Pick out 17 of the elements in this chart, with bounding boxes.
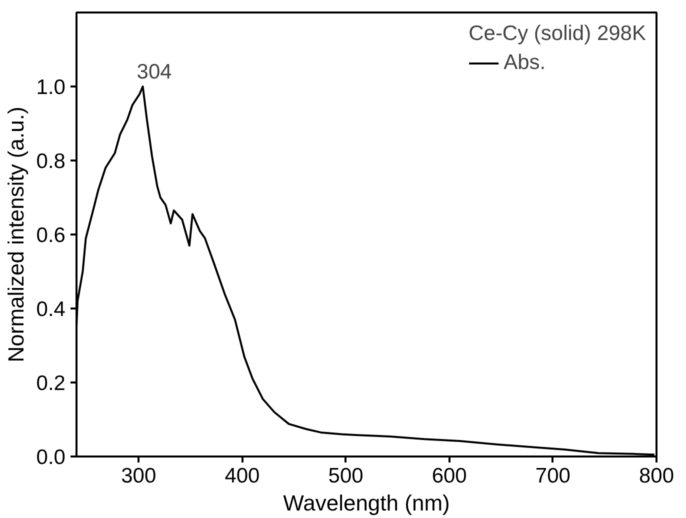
legend-title: Ce-Cy (solid) 298K	[468, 22, 646, 46]
x-tick-label: 400	[224, 464, 260, 488]
legend-label: Abs.	[504, 51, 546, 75]
x-tick-label: 800	[638, 464, 674, 488]
y-tick-label: 0.8	[36, 150, 66, 173]
x-tick-label: 700	[535, 464, 570, 488]
x-tick-label: 500	[328, 464, 364, 488]
y-tick-label: 0.4	[36, 298, 66, 321]
y-tick-label: 0.6	[36, 224, 66, 247]
x-tick-label: 300	[121, 464, 156, 488]
x-axis-title: Wavelength (nm)	[283, 490, 450, 516]
y-tick-label: 0.2	[36, 372, 66, 395]
x-tick-label: 600	[432, 464, 467, 488]
y-axis-title: Normalized intensity (a.u.)	[3, 106, 28, 362]
y-tick-label: 0.0	[36, 446, 66, 469]
annotation: 304	[136, 60, 172, 84]
y-tick-label: 1.0	[36, 76, 66, 99]
